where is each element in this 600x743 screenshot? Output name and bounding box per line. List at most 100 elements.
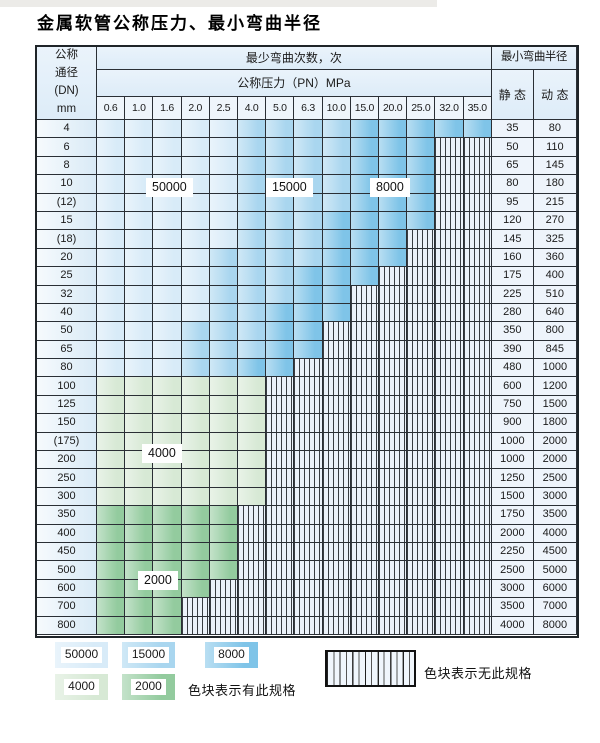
no-spec-cell — [435, 451, 464, 470]
no-spec-cell — [407, 359, 436, 378]
spec-cell — [181, 340, 210, 360]
no-spec-cell — [266, 395, 295, 415]
dynamic-radius-cell: 4500 — [533, 542, 577, 562]
no-spec-cell — [379, 432, 408, 452]
spec-cell — [181, 469, 210, 488]
no-spec-cell — [266, 469, 295, 488]
no-spec-cell — [294, 469, 323, 488]
spec-cell — [97, 469, 126, 488]
static-radius-cell: 145 — [491, 230, 534, 249]
spec-cell — [181, 156, 210, 176]
dynamic-radius-cell: 640 — [533, 303, 577, 323]
spec-cell — [153, 248, 182, 268]
spec-cell — [97, 359, 126, 378]
dn-cell: 250 — [37, 469, 97, 488]
spec-cell — [350, 267, 380, 286]
no-spec-cell — [407, 506, 436, 525]
no-spec-cell — [435, 267, 464, 286]
static-radius-cell: 3000 — [491, 579, 534, 599]
legend-swatch-label: 15000 — [127, 647, 170, 663]
no-spec-cell — [350, 432, 380, 452]
spec-cell — [238, 432, 267, 452]
spec-cell — [125, 524, 154, 543]
no-spec-cell — [294, 506, 323, 525]
pressure-col-header: 32.0 — [435, 97, 464, 120]
spec-cell — [181, 506, 210, 525]
static-radius-cell: 80 — [491, 175, 534, 194]
no-spec-cell — [266, 377, 295, 396]
spec-cell — [238, 377, 267, 396]
pressure-col-header: 2.5 — [209, 97, 239, 120]
legend-has-spec-note: 色块表示有此规格 — [188, 683, 297, 698]
spec-cell — [181, 359, 210, 378]
spec-cell — [125, 542, 154, 562]
no-spec-cell — [463, 248, 492, 268]
spec-cell — [209, 138, 239, 157]
no-spec-cell — [322, 524, 351, 543]
no-spec-cell — [463, 579, 492, 599]
no-spec-cell — [379, 377, 408, 396]
spec-cell — [294, 322, 323, 341]
static-radius-cell: 50 — [491, 138, 534, 157]
static-radius-cell: 750 — [491, 395, 534, 415]
spec-cell — [350, 193, 380, 212]
no-spec-cell — [379, 340, 408, 360]
legend-swatch-2000: 2000 — [122, 674, 175, 700]
no-spec-cell — [322, 340, 351, 360]
spec-cell — [181, 285, 210, 304]
spec-cell — [266, 248, 295, 268]
no-spec-cell — [350, 303, 380, 323]
no-spec-cell — [463, 303, 492, 323]
spec-cell — [238, 414, 267, 433]
spec-cell — [209, 267, 239, 286]
spec-cell — [153, 285, 182, 304]
no-spec-cell — [350, 340, 380, 360]
no-spec-cell — [463, 211, 492, 231]
spec-cell — [125, 193, 154, 212]
spec-cell — [322, 248, 351, 268]
no-spec-cell — [435, 469, 464, 488]
spec-cell — [238, 175, 267, 194]
dynamic-radius-cell: 3000 — [533, 487, 577, 507]
spec-cell — [181, 432, 210, 452]
no-spec-cell — [463, 432, 492, 452]
no-spec-cell — [379, 616, 408, 635]
spec-cell — [266, 156, 295, 176]
no-spec-cell — [350, 285, 380, 304]
dynamic-radius-cell: 8000 — [533, 616, 577, 635]
spec-cell — [97, 451, 126, 470]
spec-cell — [125, 487, 154, 507]
no-spec-cell — [322, 506, 351, 525]
spec-cell — [266, 285, 295, 304]
dynamic-radius-cell: 215 — [533, 193, 577, 212]
no-spec-cell — [379, 598, 408, 617]
spec-cell — [238, 303, 267, 323]
no-spec-cell — [435, 395, 464, 415]
no-spec-cell — [322, 414, 351, 433]
no-spec-cell — [435, 340, 464, 360]
spec-cell — [238, 230, 267, 249]
spec-cell — [125, 414, 154, 433]
spec-cell — [181, 230, 210, 249]
no-spec-cell — [463, 138, 492, 157]
no-spec-cell — [294, 414, 323, 433]
dn-cell: (175) — [37, 432, 97, 452]
spec-cell — [238, 451, 267, 470]
dynamic-radius-cell: 4000 — [533, 524, 577, 543]
no-spec-cell — [294, 487, 323, 507]
no-spec-cell — [379, 303, 408, 323]
spec-cell — [209, 120, 239, 139]
legend-swatch-4000: 4000 — [55, 674, 108, 700]
spec-cell — [125, 598, 154, 617]
no-spec-cell — [350, 616, 380, 635]
no-spec-cell — [379, 285, 408, 304]
dynamic-radius-cell: 1500 — [533, 395, 577, 415]
spec-cell — [379, 138, 408, 157]
no-spec-cell — [407, 322, 436, 341]
static-radius-cell: 1000 — [491, 432, 534, 452]
spec-cell — [153, 469, 182, 488]
no-spec-cell — [209, 579, 239, 599]
no-spec-cell — [294, 561, 323, 580]
pressure-col-header: 0.6 — [97, 97, 126, 120]
